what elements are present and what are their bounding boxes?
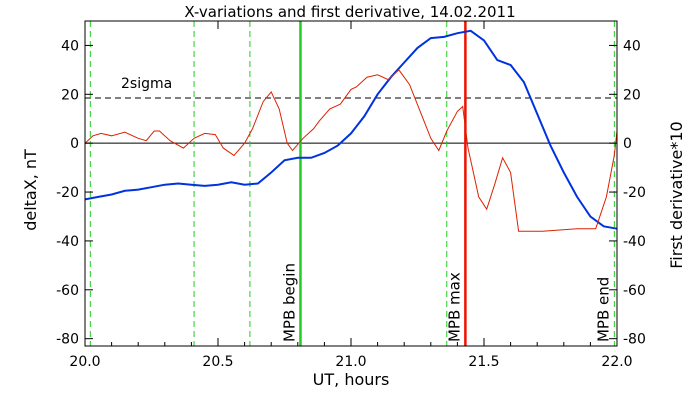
y-tick-label-left-6: 40: [61, 38, 79, 54]
threshold-label: 2sigma: [121, 76, 172, 92]
axes-ticks: 20.0 20.5 21.0 21.5 22.0 -80 -80 -60 -60 -40 -40 -2…: [56, 21, 646, 370]
x-tick-label-1: 20.5: [202, 354, 233, 370]
y-axis-title-right: First derivative*10: [667, 121, 686, 268]
chart-title: X-variations and first derivative, 14.02…: [184, 3, 515, 21]
y-tick-label-right-2: -40: [623, 234, 646, 250]
plot-frame: [84, 20, 618, 347]
x-tick-label-3: 21.5: [468, 354, 499, 370]
x-tick-label-4: 22.0: [601, 354, 632, 370]
plot-area: 2sigma MPB begin MPB max MPB end: [84, 21, 618, 346]
y-tick-label-left-5: 20: [61, 87, 79, 103]
x-axis-title: UT, hours: [313, 370, 390, 389]
x-tick-label-2: 21.0: [335, 354, 366, 370]
series-deltax: [84, 29, 618, 230]
y-tick-label-left-1: -60: [56, 283, 79, 299]
y-tick-label-right-0: -80: [623, 332, 646, 348]
y-tick-label-left-3: -20: [56, 185, 79, 201]
marker-label-6: MPB end: [594, 277, 612, 342]
y-tick-label-left-2: -40: [56, 234, 79, 250]
y-axis-title-left: deltaX, nT: [21, 149, 40, 231]
y-tick-label-right-5: 20: [623, 87, 641, 103]
marker-label-5: MPB max: [445, 272, 463, 342]
y-tick-label-right-6: 40: [623, 38, 641, 54]
x-tick-label-0: 20.0: [69, 354, 100, 370]
series-derivative: [84, 69, 618, 232]
y-tick-label-right-1: -60: [623, 283, 646, 299]
y-tick-label-left-4: 0: [70, 136, 79, 152]
marker-label-3: MPB begin: [280, 263, 298, 342]
y-tick-label-right-4: 0: [623, 136, 632, 152]
y-tick-label-left-0: -80: [56, 332, 79, 348]
y-tick-label-right-3: -20: [623, 185, 646, 201]
